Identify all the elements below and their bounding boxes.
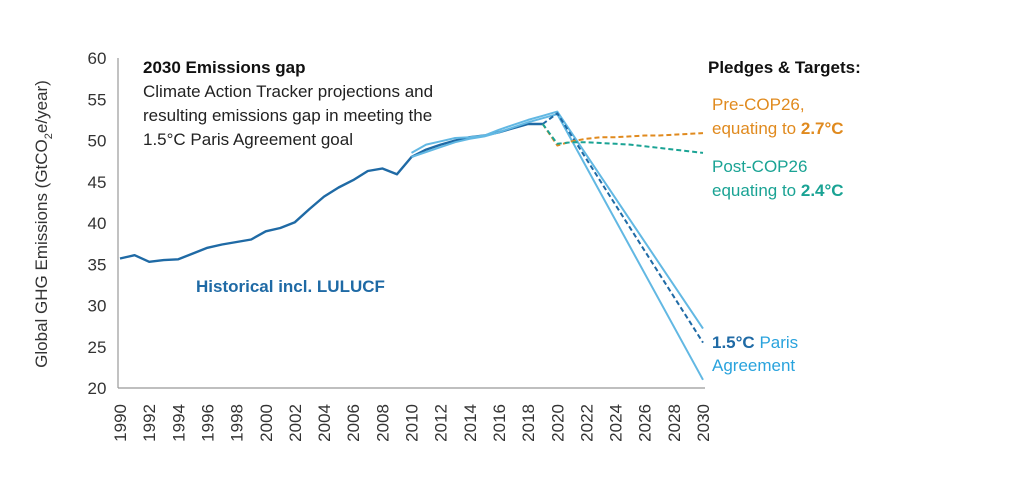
x-tick-label: 1998 — [228, 404, 247, 442]
y-tick-label: 20 — [88, 379, 107, 398]
series-lines — [119, 110, 704, 381]
legend-header: Pledges & Targets: — [708, 58, 861, 77]
x-tick-label: 2022 — [577, 404, 596, 442]
x-tick-label: 2020 — [548, 404, 567, 442]
chart-subtitle-line-3: 1.5°C Paris Agreement goal — [143, 130, 353, 149]
post-cop26-label-line-1: Post-COP26 — [712, 157, 807, 176]
y-tick-label: 25 — [88, 338, 107, 357]
series-line-paris — [411, 113, 704, 381]
x-tick-label: 2028 — [665, 404, 684, 442]
y-tick-label: 50 — [88, 132, 107, 151]
post-cop26-label-line-2: equating to 2.4°C — [712, 181, 844, 200]
x-tick-label: 2030 — [694, 404, 713, 442]
pre-cop26-label-line-1: Pre-COP26, — [712, 95, 805, 114]
y-axis-label: Global GHG Emissions (GtCO2e/year) — [32, 80, 55, 368]
series-line-paris — [411, 110, 704, 330]
x-tick-label: 1994 — [169, 404, 188, 442]
y-tick-label: 35 — [88, 255, 107, 274]
historical-label: Historical incl. LULUCF — [196, 277, 385, 296]
y-tick-label: 30 — [88, 297, 107, 316]
y-tick-labels: 20 25 30 35 40 45 50 55 60 — [88, 49, 107, 398]
x-tick-label: 2002 — [286, 404, 305, 442]
x-tick-label: 2016 — [490, 404, 509, 442]
chart-subtitle-line-1: Climate Action Tracker projections and — [143, 82, 433, 101]
series-line-post_cop26 — [541, 123, 704, 154]
x-tick-label: 2004 — [315, 404, 334, 442]
pre-cop26-label-line-2: equating to 2.7°C — [712, 119, 844, 138]
paris-label-line-1: 1.5°C Paris — [712, 333, 798, 352]
y-tick-label: 55 — [88, 90, 107, 109]
chart-title: 2030 Emissions gap — [143, 58, 306, 77]
series-line-paris_dashed — [542, 112, 704, 344]
x-tick-label: 1990 — [111, 404, 130, 442]
y-tick-label: 45 — [88, 173, 107, 192]
series-line-pre_cop26 — [541, 123, 704, 147]
chart-subtitle-line-2: resulting emissions gap in meeting the — [143, 106, 432, 125]
x-tick-label: 2012 — [432, 404, 451, 442]
y-tick-label: 40 — [88, 214, 107, 233]
x-tick-label: 1996 — [198, 404, 217, 442]
x-tick-label: 2026 — [636, 404, 655, 442]
x-tick-label: 2000 — [257, 404, 276, 442]
x-tick-label: 2018 — [519, 404, 538, 442]
x-tick-label: 2008 — [373, 404, 392, 442]
x-tick-label: 2006 — [344, 404, 363, 442]
y-tick-label: 60 — [88, 49, 107, 68]
paris-label-line-2: Agreement — [712, 356, 795, 375]
x-tick-label: 2014 — [461, 404, 480, 442]
x-tick-labels: 1990 1992 1994 1996 1998 2000 2002 2004 2006 2008… — [111, 404, 713, 442]
x-tick-label: 1992 — [140, 404, 159, 442]
x-tick-label: 2010 — [403, 404, 422, 442]
x-tick-label: 2024 — [607, 404, 626, 442]
